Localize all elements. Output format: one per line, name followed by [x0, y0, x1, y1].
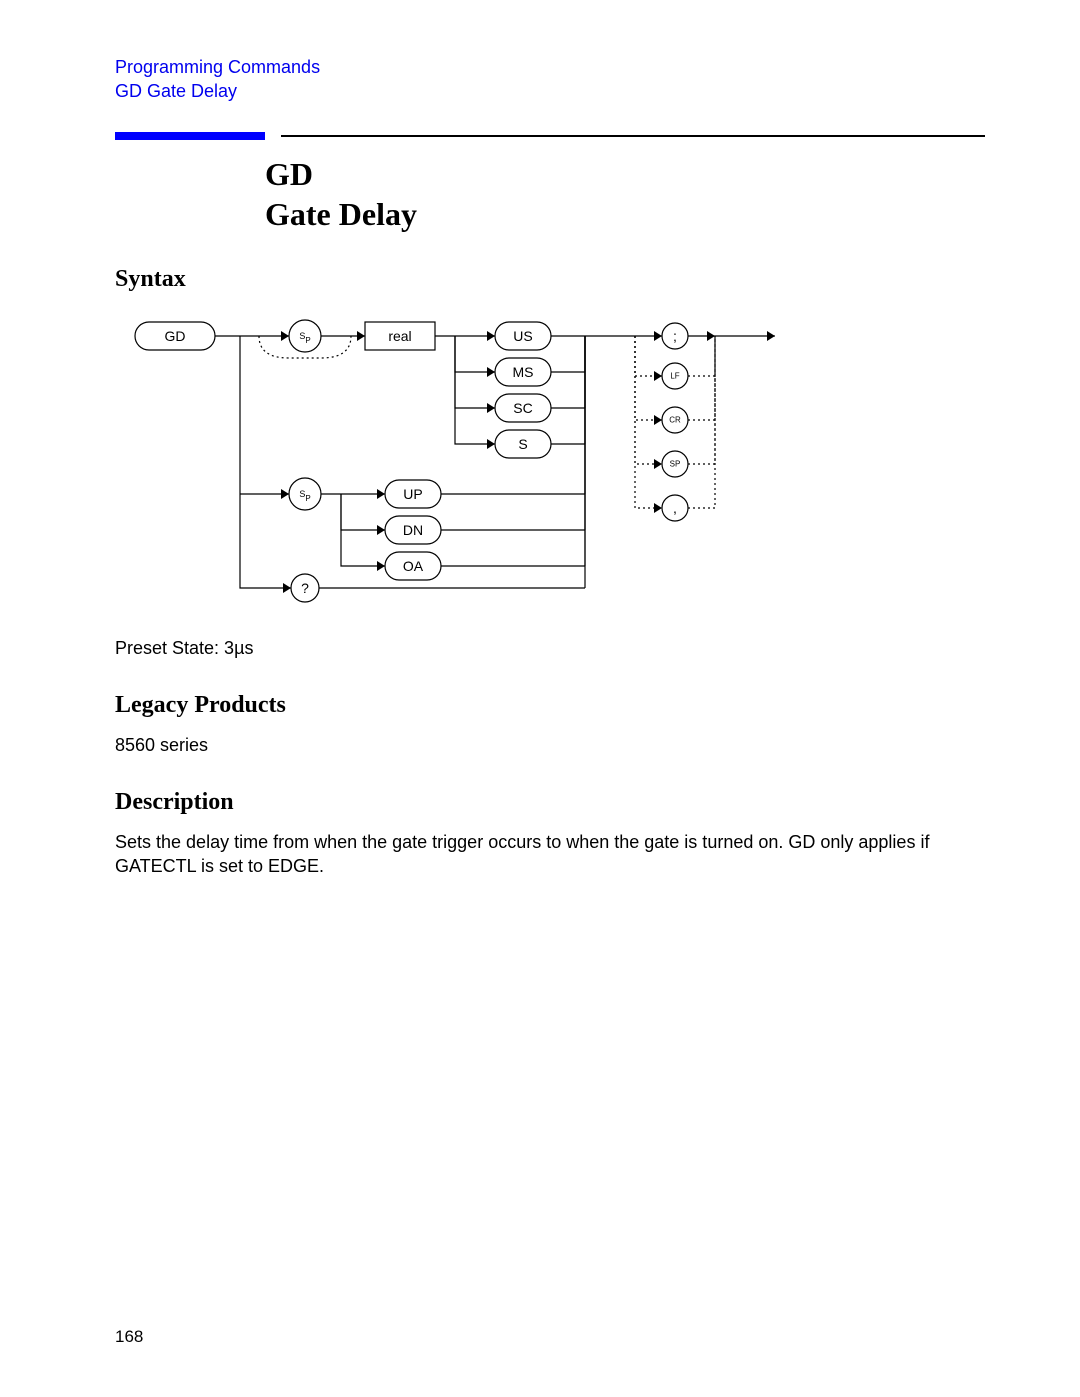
horizontal-rules: [115, 132, 985, 140]
svg-text:S: S: [518, 436, 527, 452]
svg-text:OA: OA: [403, 558, 424, 574]
svg-text:;: ;: [673, 328, 677, 344]
title-line-2: Gate Delay: [265, 194, 985, 234]
legacy-text: 8560 series: [115, 733, 985, 757]
svg-text:US: US: [513, 328, 532, 344]
header-line-1: Programming Commands: [115, 55, 985, 79]
railroad-svg: GDSPrealUSMSSCSSPUPDNOA?;LFCRSP,: [115, 307, 815, 607]
svg-text:SC: SC: [513, 400, 532, 416]
legacy-heading: Legacy Products: [115, 692, 985, 719]
svg-text:UP: UP: [403, 486, 422, 502]
svg-text:real: real: [388, 328, 411, 344]
svg-text:MS: MS: [513, 364, 534, 380]
svg-text:LF: LF: [670, 371, 679, 380]
title-line-1: GD: [265, 154, 985, 194]
svg-text:?: ?: [301, 580, 309, 596]
svg-text:,: ,: [673, 500, 677, 516]
title-block: GD Gate Delay: [265, 154, 985, 234]
preset-suffix: µs: [234, 638, 253, 658]
description-heading: Description: [115, 789, 985, 816]
svg-text:CR: CR: [669, 415, 681, 424]
preset-label: Preset State: 3: [115, 638, 234, 658]
syntax-diagram: GDSPrealUSMSSCSSPUPDNOA?;LFCRSP,: [115, 307, 985, 612]
black-rule: [281, 135, 985, 137]
svg-text:DN: DN: [403, 522, 423, 538]
svg-text:SP: SP: [670, 459, 681, 468]
header-block: Programming Commands GD Gate Delay: [115, 55, 985, 104]
description-text: Sets the delay time from when the gate t…: [115, 830, 985, 879]
preset-state-text: Preset State: 3µs: [115, 636, 985, 660]
header-line-2: GD Gate Delay: [115, 79, 985, 103]
svg-text:GD: GD: [165, 328, 186, 344]
page-number: 168: [115, 1327, 143, 1347]
page: Programming Commands GD Gate Delay GD Ga…: [0, 0, 1080, 1397]
syntax-heading: Syntax: [115, 266, 985, 293]
blue-rule: [115, 132, 265, 140]
